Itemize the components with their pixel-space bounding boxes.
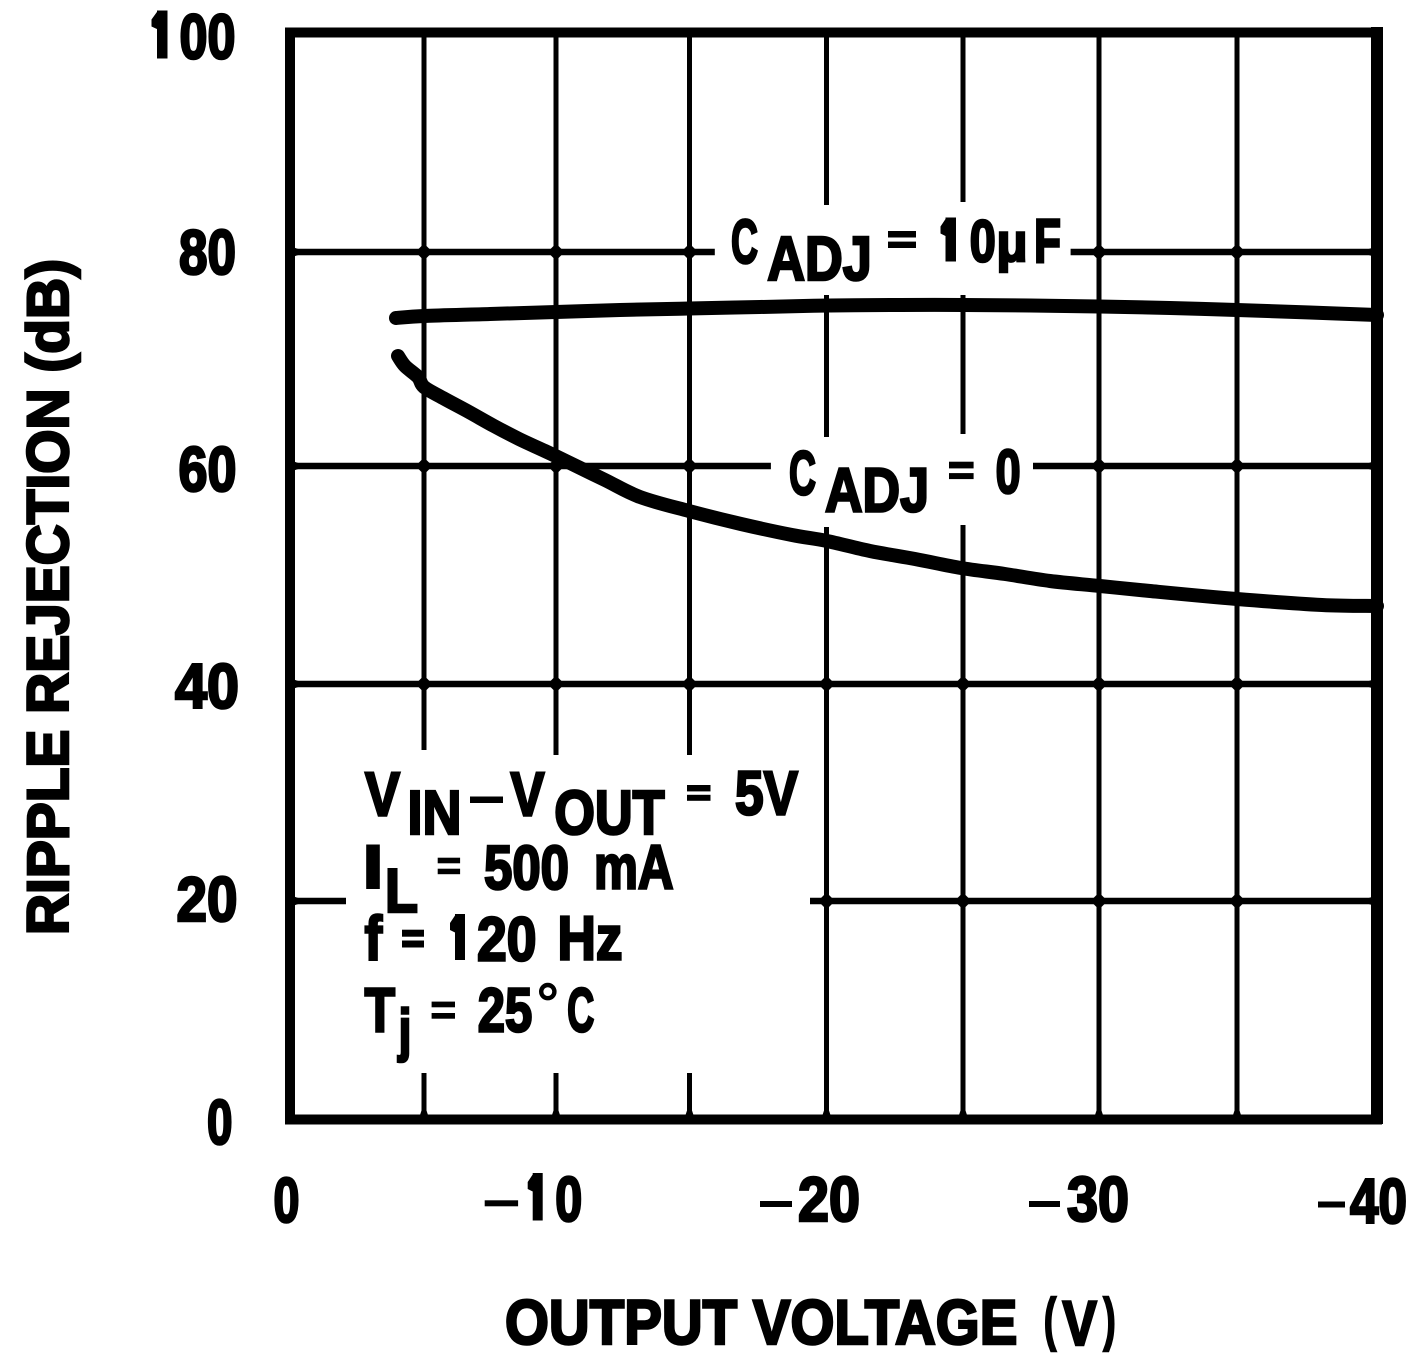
svg-text:00: 00 [180,3,236,73]
svg-text:ADJ: ADJ [767,225,872,294]
svg-text:40: 40 [175,652,239,722]
svg-text:Hz: Hz [558,905,623,974]
svg-text:V: V [365,761,400,830]
svg-text:T: T [365,977,396,1046]
svg-text:0: 0 [555,1165,582,1235]
svg-text:0: 0 [207,1088,233,1158]
svg-text:L: L [385,857,418,926]
svg-text:μ: μ [997,213,1028,273]
svg-text:V: V [511,761,545,830]
svg-text:(: ( [1044,1288,1057,1352]
svg-text:0: 0 [274,1166,300,1236]
svg-text:): ) [1104,1288,1116,1352]
svg-text:20: 20 [177,865,238,935]
svg-text:20: 20 [798,1165,860,1235]
svg-text:ADJ: ADJ [825,457,929,526]
svg-text:20: 20 [477,906,537,975]
svg-text:0: 0 [996,438,1021,507]
svg-text:f: f [365,905,383,974]
svg-text:OUTPUT VOLTAGE: OUTPUT VOLTAGE [505,1288,1017,1358]
svg-text:j: j [398,998,412,1063]
svg-text:30: 30 [1067,1165,1129,1235]
svg-text:C: C [789,440,816,509]
svg-text:25: 25 [478,977,533,1046]
svg-text:IN: IN [408,779,462,848]
svg-text:V: V [1063,1289,1097,1359]
svg-text:0: 0 [970,208,996,275]
svg-text:40: 40 [1350,1167,1407,1237]
svg-text:RIPPLE REJECTION (dB): RIPPLE REJECTION (dB) [16,259,81,935]
svg-text:mA: mA [594,834,674,903]
svg-text:5V: 5V [735,760,798,829]
svg-text:80: 80 [179,218,236,288]
svg-text:OUT: OUT [554,779,665,848]
svg-text:F: F [1034,207,1061,276]
svg-text:C: C [567,977,594,1046]
svg-text:C: C [731,208,758,277]
svg-text:60: 60 [179,435,237,505]
svg-text:500: 500 [484,834,569,903]
